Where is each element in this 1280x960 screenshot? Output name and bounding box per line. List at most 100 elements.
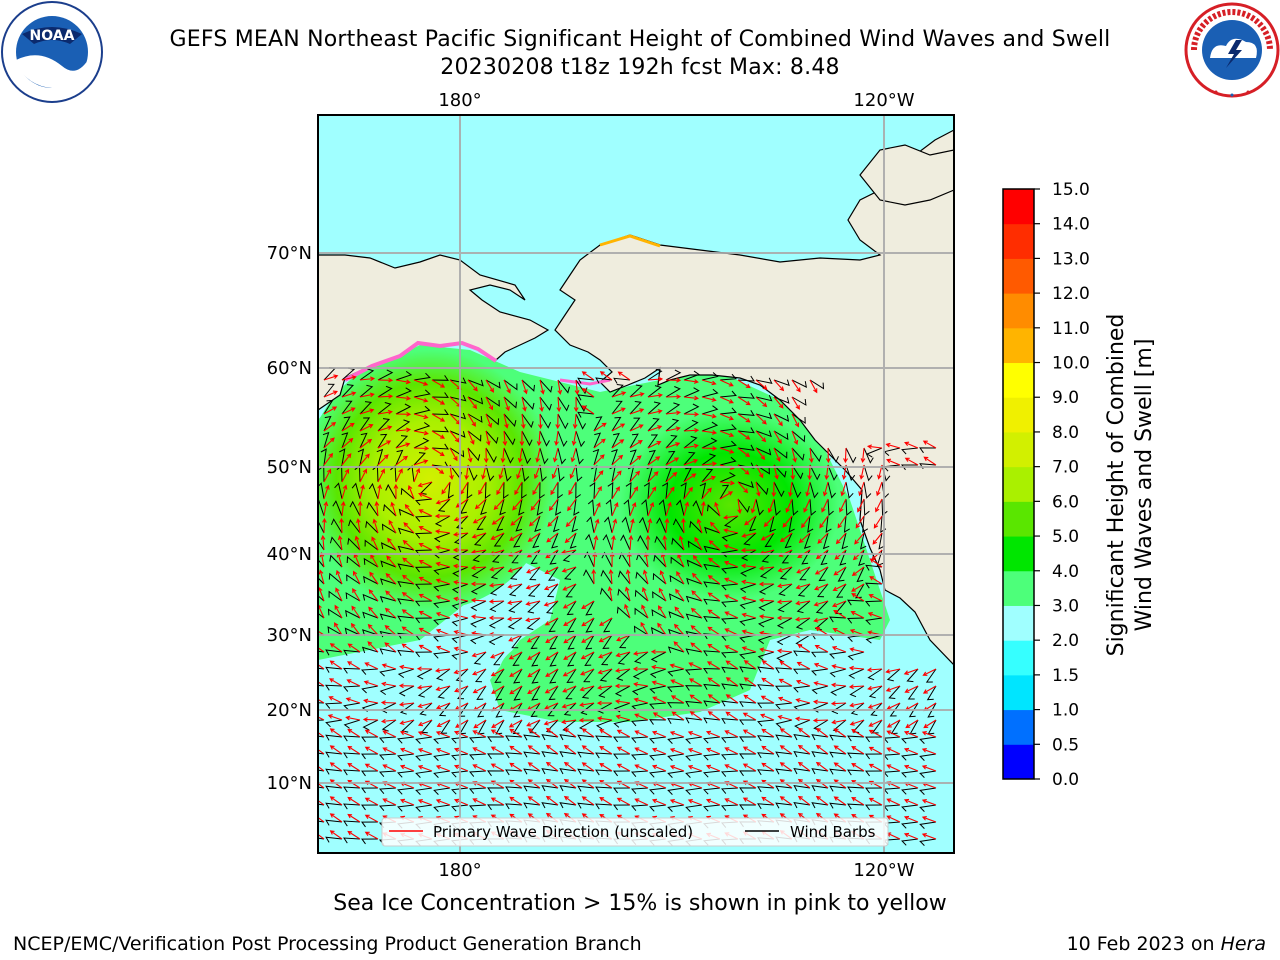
wind-barb: [495, 702, 505, 718]
wave-direction-arrow: [356, 518, 361, 534]
wind-barb: [793, 650, 811, 657]
wave-direction-arrow: [565, 515, 577, 528]
wave-direction-arrow: [364, 729, 379, 738]
wave-direction-arrow: [561, 719, 577, 725]
wind-barb: [385, 483, 397, 500]
wave-direction-arrow: [743, 660, 757, 670]
wind-barb: [807, 515, 814, 533]
wind-barb: [555, 498, 562, 516]
wind-barb: [791, 481, 802, 499]
wind-barb: [829, 616, 847, 623]
wind-barb: [791, 498, 799, 516]
wave-direction-arrow: [830, 701, 847, 706]
wave-direction-arrow: [868, 763, 883, 772]
wave-direction-arrow: [683, 501, 690, 517]
wave-direction-arrow: [761, 728, 775, 738]
wave-direction-arrow: [381, 681, 397, 687]
wind-barb: [611, 432, 620, 449]
wind-barb: [764, 532, 775, 548]
wave-direction-arrow: [640, 621, 649, 636]
wave-direction-arrow: [873, 515, 883, 529]
wave-direction-arrow: [647, 486, 657, 500]
wave-direction-arrow: [382, 747, 397, 755]
wind-barb: [703, 616, 721, 622]
wind-barb: [686, 577, 703, 585]
wind-barb: [419, 702, 433, 716]
wave-direction-arrow: [329, 762, 343, 772]
colorbar-tick-label: 6.0: [1052, 492, 1079, 512]
wind-barb: [721, 718, 739, 725]
wave-direction-arrow: [543, 719, 559, 726]
wave-direction-arrow: [886, 747, 901, 755]
wind-barb: [629, 417, 641, 432]
wave-direction-arrow: [759, 647, 775, 653]
wind-barb: [400, 487, 415, 500]
wind-barb: [793, 733, 811, 741]
wind-barb: [325, 751, 343, 758]
wind-barb: [318, 612, 325, 619]
wind-barb: [332, 500, 343, 517]
wind-barb: [683, 419, 699, 432]
wind-barb: [737, 375, 755, 382]
wind-barb: [521, 464, 530, 482]
wave-direction-arrow: [417, 702, 433, 709]
wind-barb: [447, 481, 454, 499]
wave-direction-arrow: [760, 695, 775, 704]
wave-direction-arrow: [611, 423, 626, 432]
wave-direction-arrow: [665, 426, 681, 432]
wind-barb: [703, 717, 721, 724]
wave-direction-arrow: [724, 798, 739, 806]
wave-direction-arrow: [688, 678, 703, 687]
wind-barb: [325, 734, 343, 741]
wind-barb: [467, 379, 484, 387]
wind-barb: [672, 518, 685, 534]
wave-direction-arrow: [359, 438, 373, 449]
wave-direction-arrow: [472, 730, 487, 738]
wave-direction-arrow: [323, 501, 329, 517]
wave-direction-arrow: [435, 748, 451, 755]
wave-direction-arrow: [417, 731, 433, 738]
wave-direction-arrow: [740, 547, 757, 553]
wave-direction-arrow: [581, 388, 595, 398]
wind-barb: [318, 558, 325, 568]
wave-direction-arrow: [418, 509, 433, 517]
wave-direction-arrow: [921, 799, 937, 806]
wind-barb: [613, 719, 631, 728]
wind-barb: [323, 399, 334, 415]
wave-direction-arrow: [568, 481, 577, 496]
wind-barb: [431, 409, 449, 416]
wave-direction-arrow: [417, 799, 433, 806]
wave-direction-arrow: [407, 484, 415, 500]
wave-direction-arrow: [418, 627, 433, 636]
wave-direction-arrow: [561, 702, 577, 709]
wind-barb: [468, 736, 487, 743]
wave-direction-arrow: [741, 596, 757, 602]
wind-barb: [811, 785, 829, 792]
wave-direction-arrow: [359, 376, 376, 382]
wind-barb: [776, 617, 793, 629]
wind-barb: [363, 557, 379, 568]
wind-barb: [595, 803, 613, 810]
wave-direction-arrow: [755, 447, 766, 461]
wave-direction-arrow: [629, 502, 637, 517]
wave-direction-arrow: [737, 430, 751, 440]
wind-barb: [901, 464, 918, 471]
wave-direction-arrow: [547, 515, 559, 527]
wind-barb: [757, 803, 775, 810]
wind-barb: [775, 702, 793, 710]
wind-barb: [643, 482, 650, 500]
wind-barb: [667, 787, 685, 795]
wave-direction-arrow: [779, 532, 793, 543]
wind-barb: [348, 519, 361, 534]
wind-barb: [564, 566, 577, 580]
colorbar-tick-label: 10.0: [1052, 354, 1090, 374]
wave-direction-arrow: [472, 764, 487, 772]
date-stamp: 10 Feb 2023 on Hera: [1067, 933, 1266, 955]
wind-barb: [775, 751, 793, 758]
wave-direction-arrow: [367, 641, 379, 653]
wind-barb: [595, 377, 613, 384]
y-tick-20n: 20°N: [267, 700, 312, 721]
wave-direction-arrow: [803, 498, 811, 513]
wave-direction-arrow: [377, 468, 385, 483]
